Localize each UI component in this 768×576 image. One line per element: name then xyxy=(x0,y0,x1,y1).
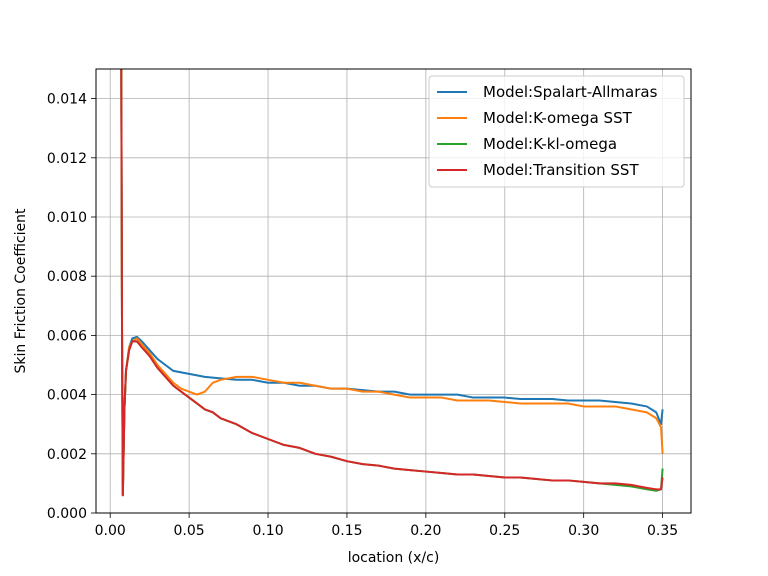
y-tick-label: 0.000 xyxy=(47,506,87,522)
y-tick-label: 0.008 xyxy=(47,269,87,285)
x-tick-label: 0.30 xyxy=(568,523,599,539)
legend-label: Model:K-omega SST xyxy=(483,109,633,127)
x-tick-label: 0.25 xyxy=(489,523,520,539)
series-line-2 xyxy=(120,69,664,497)
x-tick-label: 0.20 xyxy=(410,523,441,539)
x-tick-label: 0.35 xyxy=(647,523,678,539)
y-tick-label: 0.012 xyxy=(47,151,87,167)
y-tick-label: 0.002 xyxy=(47,447,87,463)
legend: Model:Spalart-Allmaras Model:K-omega SST M… xyxy=(428,75,685,188)
legend-label: Model:Transition SST xyxy=(483,161,639,179)
y-tick-label: 0.006 xyxy=(47,328,87,344)
legend-label: Model:Spalart-Allmaras xyxy=(483,83,658,101)
axis-ticks: 0.00 0.05 0.10 0.15 0.20 0.25 0.30 0.35 0.000 0.0… xyxy=(47,92,678,539)
plot-frame xyxy=(95,68,692,514)
legend-box xyxy=(428,75,685,188)
x-tick-label: 0.15 xyxy=(331,523,362,539)
x-tick-label: 0.00 xyxy=(95,523,126,539)
y-tick-label: 0.014 xyxy=(47,92,87,108)
y-tick-label: 0.004 xyxy=(47,388,87,404)
series-layer xyxy=(120,69,664,497)
y-tick-label: 0.010 xyxy=(47,210,87,226)
legend-label: Model:K-kl-omega xyxy=(483,135,617,153)
x-axis-label: location (x/c) xyxy=(348,550,440,566)
series-line-4 xyxy=(120,69,664,497)
x-tick-label: 0.05 xyxy=(174,523,205,539)
y-axis-label: Skin Friction Coefficient xyxy=(13,208,29,373)
x-tick-label: 0.10 xyxy=(252,523,283,539)
